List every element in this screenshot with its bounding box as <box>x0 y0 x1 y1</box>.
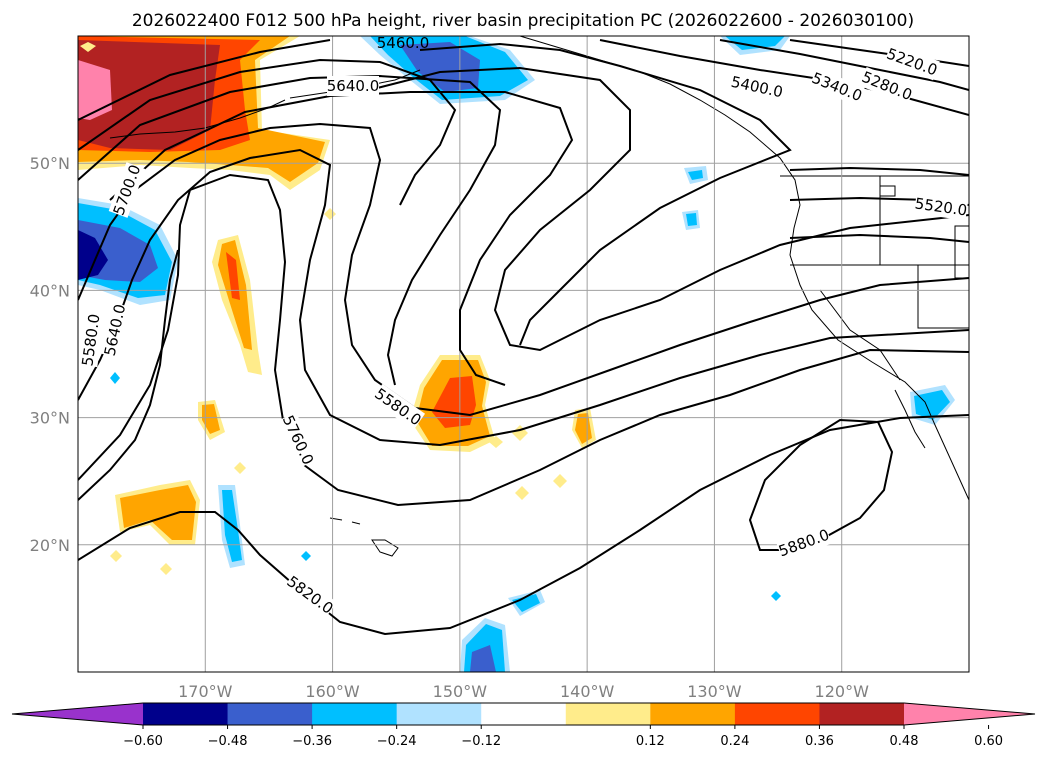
colorbar-segment <box>565 703 651 725</box>
contour-line <box>109 91 574 386</box>
colorbar-segment <box>819 703 905 725</box>
lat-tick-label: 50°N <box>30 154 70 173</box>
contour-line <box>789 166 969 176</box>
contour-line <box>599 39 969 116</box>
lat-tick-label: 20°N <box>30 536 70 555</box>
contour-label-5460: 5460.0 <box>377 34 430 52</box>
contour-line <box>78 122 969 417</box>
colorbar-tick-label: 0.12 <box>636 734 665 749</box>
colorbar: −0.60 −0.48 −0.36 −0.24 −0.12 0.12 0.24 0.36 0.4… <box>11 702 1036 749</box>
contour-line <box>78 39 331 121</box>
lon-tick-label: 150°W <box>433 682 488 701</box>
lat-tick-label: 40°N <box>30 281 70 300</box>
lon-tick-label: 140°W <box>560 682 615 701</box>
colorbar-tick-labels: −0.60 −0.48 −0.36 −0.24 −0.12 0.12 0.24 0.36 0.4… <box>123 725 1003 749</box>
contour-line <box>78 148 969 447</box>
lon-tick-label: 130°W <box>687 682 742 701</box>
colorbar-tick-label: −0.24 <box>377 734 417 749</box>
map-frame <box>77 35 970 673</box>
colorbar-tick-label: −0.48 <box>208 734 248 749</box>
lon-tick-label: 170°W <box>178 682 233 701</box>
contour-line <box>78 173 969 507</box>
colorbar-segment <box>650 703 736 725</box>
contour-line <box>78 74 502 386</box>
contour-line <box>78 58 457 206</box>
lon-tick-label: 120°W <box>815 682 870 701</box>
lat-tick-labels: 20°N 30°N 40°N 50°N <box>30 154 70 555</box>
colorbar-tick-label: −0.36 <box>292 734 332 749</box>
figure-title: 2026022400 F012 500 hPa height, river ba… <box>132 11 914 31</box>
colorbar-tick-label: −0.12 <box>461 734 501 749</box>
precip-shading <box>78 36 955 672</box>
lon-tick-labels: 170°W 160°W 150°W 140°W 130°W 120°W <box>178 682 869 701</box>
colorbar-tick-label: 0.36 <box>805 734 834 749</box>
colorbar-segment <box>312 703 398 725</box>
contour-line <box>78 249 179 501</box>
lon-tick-label: 160°W <box>305 682 360 701</box>
contour-line <box>789 233 969 243</box>
colorbar-segment <box>227 703 313 725</box>
colorbar-extend-low <box>12 703 143 725</box>
contour-line <box>419 42 792 346</box>
colorbar-tick-label: −0.60 <box>123 734 163 749</box>
contour-line <box>78 414 969 636</box>
colorbar-segment <box>396 703 482 725</box>
map-panel: 5220.0 5280.0 5340.0 5400.0 5460.0 5520.… <box>78 34 969 672</box>
colorbar-segment <box>481 703 567 725</box>
contour-line <box>349 66 969 352</box>
colorbar-segment <box>734 703 820 725</box>
coastlines <box>109 36 969 557</box>
contour-line <box>719 39 969 91</box>
colorbar-tick-label: 0.24 <box>720 734 749 749</box>
graticule <box>78 36 969 672</box>
contour-label-5640-north: 5640.0 <box>327 77 380 95</box>
colorbar-segments <box>12 703 1035 725</box>
colorbar-extend-high <box>904 703 1035 725</box>
lat-tick-label: 30°N <box>30 409 70 428</box>
colorbar-tick-label: 0.60 <box>974 734 1003 749</box>
colorbar-tick-label: 0.48 <box>890 734 919 749</box>
colorbar-segment <box>143 703 229 725</box>
